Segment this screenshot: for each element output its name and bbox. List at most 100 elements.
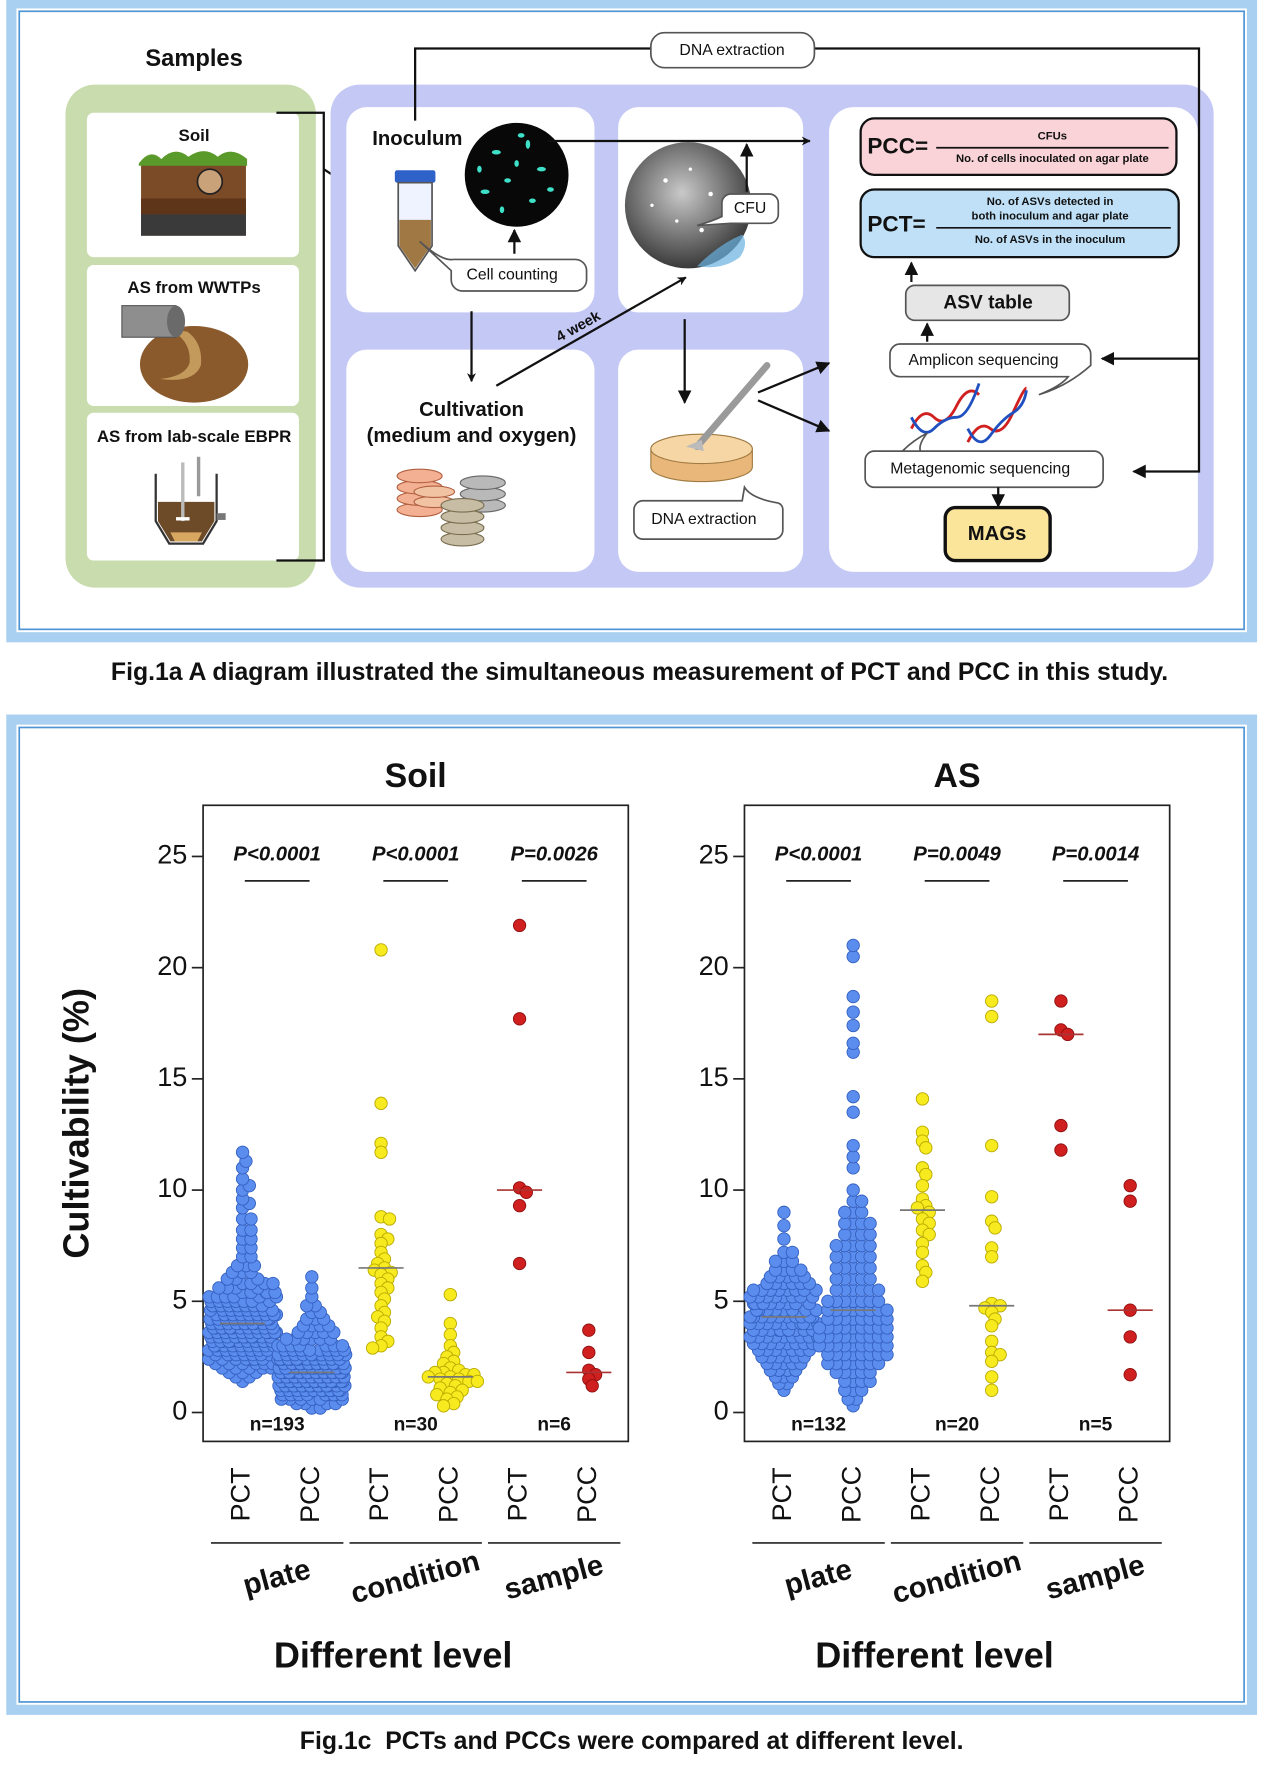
data-point [374,1145,388,1159]
cell-counting-label: Cell counting [467,266,558,283]
data-point [1123,1368,1137,1382]
n-label: n=30 [394,1415,438,1436]
x-tick-label: PCC [975,1466,1005,1523]
data-point [838,1216,852,1231]
data-point [582,1323,596,1337]
data-point [519,1185,533,1199]
data-point [266,1276,280,1291]
y-axis-label: Cultivability (%) [56,988,97,1259]
data-point [863,1239,877,1253]
data-point [846,1183,860,1197]
x-tick-label: PCC [572,1466,602,1523]
data-point [1123,1330,1137,1344]
data-point [915,1274,930,1288]
data-point [585,1379,599,1393]
data-point [829,1283,843,1297]
data-point [854,1194,869,1208]
group-label: plate [239,1553,314,1603]
data-point [863,1250,877,1264]
data-point [985,1370,999,1384]
mags-label: MAGs [968,523,1027,545]
soil-icon [138,151,248,236]
n-label: n=132 [791,1415,846,1436]
data-point [985,1138,999,1153]
data-point [512,918,527,933]
samples-title: Samples [145,46,242,72]
data-point [470,1374,485,1389]
x-tick-label: PCC [836,1466,866,1523]
data-point [985,1009,999,1024]
data-point [305,1281,319,1295]
data-point [821,1294,835,1308]
data-point [985,1250,999,1264]
dna-extraction-route [414,31,1201,479]
y-tick-label: 5 [714,1284,729,1314]
data-point [244,1212,258,1226]
data-point [846,1105,860,1119]
p-value-label: P=0.0026 [510,843,598,865]
data-point [794,1263,808,1277]
data-point [374,943,388,957]
data-point [988,1221,1002,1235]
data-point [863,1261,877,1275]
data-point [443,1316,457,1331]
pct-box [859,188,1180,259]
y-tick-label: 10 [157,1173,187,1203]
data-point [863,1216,877,1231]
data-point [910,1201,925,1215]
x-axis-label: Different level [815,1634,1054,1675]
cfu-label: CFU [734,200,766,217]
petri-icon [624,142,752,269]
data-point [829,1261,843,1275]
data-point [985,1354,999,1368]
data-point [443,1327,457,1342]
y-tick-label: 0 [714,1396,729,1426]
data-point [746,1283,761,1297]
data-point [863,1227,877,1242]
data-point [235,1145,250,1159]
x-tick-label: PCT [906,1467,936,1521]
data-point [985,1334,999,1348]
pcc-box [859,117,1178,176]
x-tick-label: PCC [433,1466,463,1523]
data-point [985,994,999,1008]
data-point [374,1096,388,1110]
p-value-label: P=0.0014 [1052,843,1139,865]
data-point [915,1245,930,1260]
data-point [582,1345,596,1360]
group-label: sample [1042,1548,1148,1606]
data-point [915,1178,930,1193]
data-point [846,1161,860,1175]
x-tick-label: PCC [1113,1466,1143,1523]
chart-title: AS [934,757,981,795]
data-point [838,1205,852,1219]
data-point [512,1198,527,1213]
p-value-label: P<0.0001 [233,843,320,865]
group-label: plate [781,1553,856,1603]
data-point [846,1150,860,1164]
data-point [785,1245,800,1260]
pcc-denominator: No. of cells inoculated on agar plate [956,153,1149,165]
dna-extraction-plate-label: DNA extraction [651,511,756,528]
plot-frame [743,804,1171,1443]
data-point [985,1319,999,1333]
data-point [915,1092,930,1106]
y-tick-label: 0 [172,1396,187,1426]
data-point [846,1018,860,1033]
data-point [335,1339,350,1353]
data-point [279,1332,294,1346]
data-point [854,1205,869,1219]
data-point [512,1256,527,1271]
cultivation-label: Cultivation [419,399,524,421]
dna-helix-icon [910,383,1028,444]
asv-table-label: ASV table [943,292,1032,313]
data-point [777,1205,791,1219]
p-value-label: P=0.0049 [913,843,1001,865]
group-label: sample [501,1548,607,1606]
data-point [985,1383,999,1397]
y-tick-label: 15 [699,1062,729,1092]
data-point [846,1090,860,1104]
y-tick-label: 25 [157,840,187,870]
group-label: condition [347,1544,483,1610]
